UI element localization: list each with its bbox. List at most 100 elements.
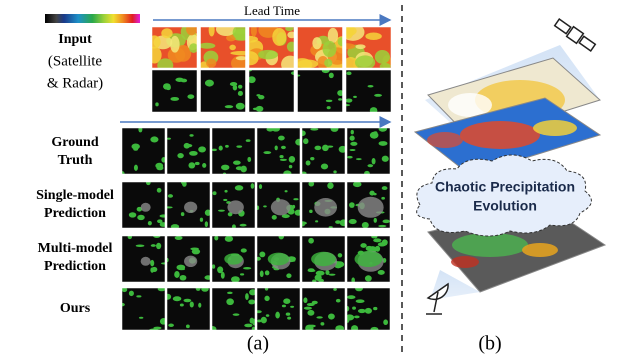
rain-blob (320, 322, 324, 325)
rain-blob (225, 105, 234, 108)
rain-blob (225, 145, 229, 148)
rain-blob (346, 71, 351, 75)
rain-blob (373, 131, 377, 134)
sat-blob (229, 45, 236, 51)
rain-blob (155, 102, 158, 106)
rain-blob (326, 100, 333, 103)
rain-blob (198, 303, 201, 308)
rain-blob (336, 299, 341, 303)
rain-blob (289, 156, 295, 163)
rain-blob (365, 275, 372, 281)
tile-content (256, 233, 300, 282)
rain-blob (370, 107, 378, 114)
lead-time-label: Lead Time (244, 3, 300, 18)
tile-content (292, 27, 349, 73)
rain-blob (370, 327, 378, 332)
rain-blob (225, 236, 233, 242)
figure: Lead Time (a) (b) Chaotic Precipitation … (0, 0, 644, 360)
tile (208, 288, 256, 332)
tile (122, 179, 168, 228)
rain-blob (138, 127, 142, 133)
rain-blob (374, 218, 377, 223)
rain-blob (235, 185, 244, 190)
sat-blob (355, 44, 365, 49)
tile-bg (249, 70, 294, 112)
rain-blob (303, 138, 308, 144)
rain-blob (219, 146, 223, 151)
green-blob (355, 251, 383, 267)
row-label: & Radar) (47, 75, 103, 91)
rain-blob (170, 97, 179, 101)
rain-blob (134, 165, 138, 171)
rain-blob (238, 91, 243, 96)
caption-a: (a) (247, 333, 269, 355)
sat-blob (170, 36, 179, 53)
tile-content (147, 23, 199, 72)
rain-blob (263, 151, 271, 154)
rain-blob (129, 212, 137, 217)
caption-b: (b) (478, 333, 501, 355)
rain-blob (353, 96, 357, 98)
tile-content (246, 69, 296, 112)
rain-blob (133, 147, 138, 150)
tile (257, 126, 303, 175)
tile (255, 287, 300, 330)
rain-blob (286, 273, 291, 278)
rain-blob (198, 146, 206, 152)
tile (152, 70, 197, 112)
rain-blob (161, 157, 166, 163)
rain-blob (240, 166, 246, 173)
tile-content (212, 236, 255, 283)
tile (201, 70, 246, 112)
rain-blob (139, 317, 143, 319)
tile (167, 128, 210, 174)
rain-blob (371, 235, 377, 238)
rain-blob (328, 274, 335, 276)
rain-blob (218, 210, 225, 212)
rain-blob (186, 325, 190, 329)
tile-content (345, 286, 390, 332)
rain-blob (247, 157, 251, 162)
rain-blob (379, 126, 387, 132)
row-label: Truth (58, 153, 93, 168)
rain-blob (192, 249, 200, 255)
rain-blob (236, 145, 242, 147)
rain-blob (378, 270, 385, 275)
rain-blob (128, 235, 132, 239)
rain-blob (227, 292, 233, 294)
rain-blob (266, 314, 270, 317)
rain-blob (181, 212, 185, 216)
rain-blob (160, 318, 167, 325)
rain-blob (231, 276, 240, 282)
tile-bg (167, 288, 210, 330)
rain-blob (243, 267, 251, 269)
rain-blob (327, 106, 331, 109)
tile (212, 236, 255, 283)
rain-blob (293, 198, 298, 200)
rain-blob (202, 163, 206, 168)
rain-blob (333, 288, 337, 291)
tile (212, 182, 255, 229)
tile (164, 285, 210, 330)
blur-blob (271, 199, 291, 215)
sat-blob (272, 28, 286, 46)
rain-blob (356, 299, 365, 303)
tile-bg (257, 128, 300, 174)
tile (246, 69, 296, 112)
rain-blob (374, 94, 382, 97)
tile-content (302, 236, 345, 283)
rain-blob (263, 205, 267, 207)
rain-blob (137, 215, 144, 220)
rain-blob (248, 299, 255, 304)
tile-bg (122, 288, 165, 330)
rain-blob (180, 303, 184, 306)
rain-blob (223, 199, 227, 201)
colorbar (45, 14, 140, 23)
rain-blob (321, 163, 328, 169)
rain-blob (283, 298, 290, 304)
rain-blob (382, 156, 389, 162)
rain-blob (350, 136, 355, 141)
row-label: Ours (60, 301, 91, 316)
rain-blob (358, 309, 366, 313)
rain-blob (120, 171, 124, 176)
